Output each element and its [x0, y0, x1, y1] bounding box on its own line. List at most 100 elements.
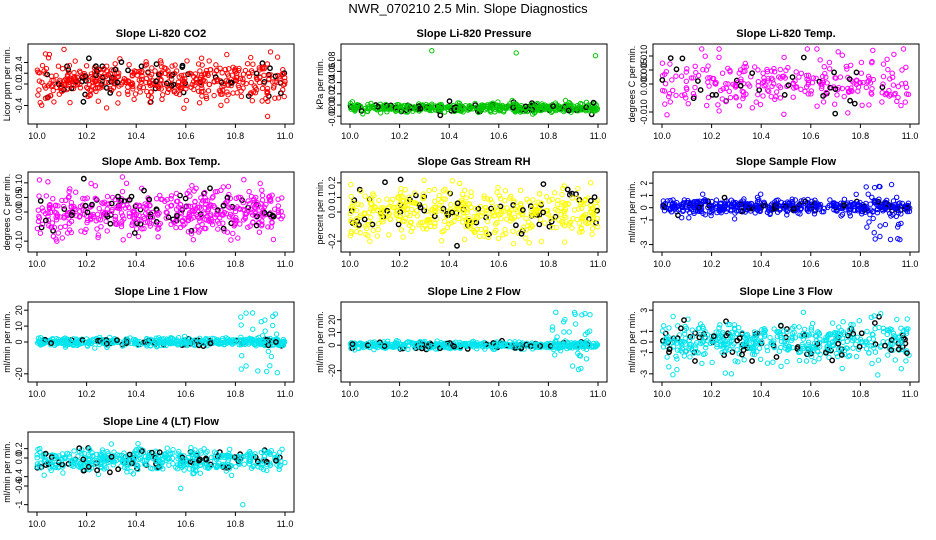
data-point	[350, 199, 356, 206]
data-point	[185, 203, 192, 209]
data-point	[85, 78, 92, 84]
data-point	[50, 227, 56, 234]
data-point	[259, 98, 265, 104]
data-point	[191, 86, 197, 93]
data-point	[253, 205, 259, 212]
data-point	[73, 79, 79, 86]
data-point	[216, 88, 223, 94]
data-point	[507, 101, 513, 107]
data-point	[73, 189, 79, 195]
x-tick-label: 11.0	[590, 389, 607, 399]
data-point	[858, 70, 864, 76]
data-point	[198, 195, 204, 201]
data-point	[662, 202, 669, 208]
data-point	[249, 310, 256, 316]
data-point	[758, 191, 764, 197]
data-point	[376, 197, 382, 204]
data-point	[246, 188, 252, 195]
data-point	[104, 193, 111, 200]
data-point	[832, 86, 839, 93]
data-point	[575, 185, 581, 192]
data-point	[567, 101, 573, 107]
data-point	[764, 87, 771, 93]
data-point	[757, 101, 764, 108]
y-tick-label: 1	[639, 193, 649, 198]
data-point	[163, 65, 169, 72]
data-point	[813, 202, 819, 209]
data-point	[256, 65, 262, 71]
data-point	[796, 324, 802, 330]
data-point	[886, 87, 892, 94]
data-point	[246, 201, 253, 207]
data-point	[432, 223, 438, 230]
data-point	[743, 206, 750, 213]
data-point	[176, 84, 182, 90]
data-point	[659, 77, 666, 83]
data-point	[420, 226, 426, 232]
data-point	[661, 323, 667, 329]
data-point	[219, 70, 225, 76]
data-point	[125, 91, 131, 98]
data-point	[703, 198, 709, 205]
data-point	[812, 197, 818, 203]
data-point	[578, 200, 585, 206]
data-point	[491, 206, 498, 212]
data-point	[362, 193, 368, 199]
y-axis-label: ml/min per min.	[2, 441, 12, 503]
chart-title: Slope Li-820 Temp.	[736, 28, 835, 40]
data-point	[870, 76, 877, 83]
data-point	[785, 207, 791, 214]
data-point	[125, 67, 131, 74]
data-point	[374, 233, 380, 239]
data-point	[755, 82, 761, 89]
data-point	[898, 102, 904, 109]
data-point	[839, 211, 846, 218]
point-series	[659, 309, 912, 378]
data-point	[695, 205, 701, 211]
data-point	[172, 88, 178, 94]
data-point	[66, 62, 73, 69]
data-point	[198, 82, 205, 88]
data-point	[835, 49, 841, 55]
data-point	[182, 195, 189, 202]
data-point	[454, 213, 460, 220]
data-point	[37, 99, 43, 106]
data-point	[579, 101, 585, 107]
data-point	[184, 58, 190, 64]
y-axis-label: ml/min per min.	[627, 311, 637, 373]
data-point	[877, 233, 883, 240]
data-point	[112, 213, 119, 220]
data-point	[523, 215, 529, 222]
data-point	[155, 234, 161, 240]
data-point	[813, 75, 819, 82]
data-point	[85, 93, 91, 100]
data-point	[113, 219, 119, 225]
x-tick-label: 10.6	[802, 389, 820, 399]
data-point	[191, 188, 197, 194]
data-point	[267, 65, 273, 72]
x-tick-label: 10.8	[540, 131, 558, 141]
data-point	[36, 177, 43, 183]
data-point	[212, 189, 219, 195]
data-point	[771, 81, 777, 87]
data-point	[70, 82, 77, 89]
data-point	[535, 199, 541, 205]
data-point	[903, 84, 910, 91]
data-point	[800, 309, 807, 315]
data-point	[518, 201, 524, 207]
data-point	[129, 222, 135, 229]
data-point	[82, 196, 88, 202]
data-point	[237, 75, 244, 82]
data-point	[834, 92, 840, 98]
y-tick-label: 0.2	[14, 442, 24, 455]
data-point	[560, 200, 566, 206]
x-tick-label: 10.8	[852, 389, 870, 399]
data-point	[465, 207, 471, 213]
data-point	[375, 226, 381, 233]
data-point	[703, 345, 709, 351]
data-point	[903, 64, 909, 71]
data-point	[179, 205, 185, 211]
data-point	[72, 76, 78, 83]
data-point	[433, 209, 439, 216]
x-tick-label: 10.0	[653, 131, 671, 141]
